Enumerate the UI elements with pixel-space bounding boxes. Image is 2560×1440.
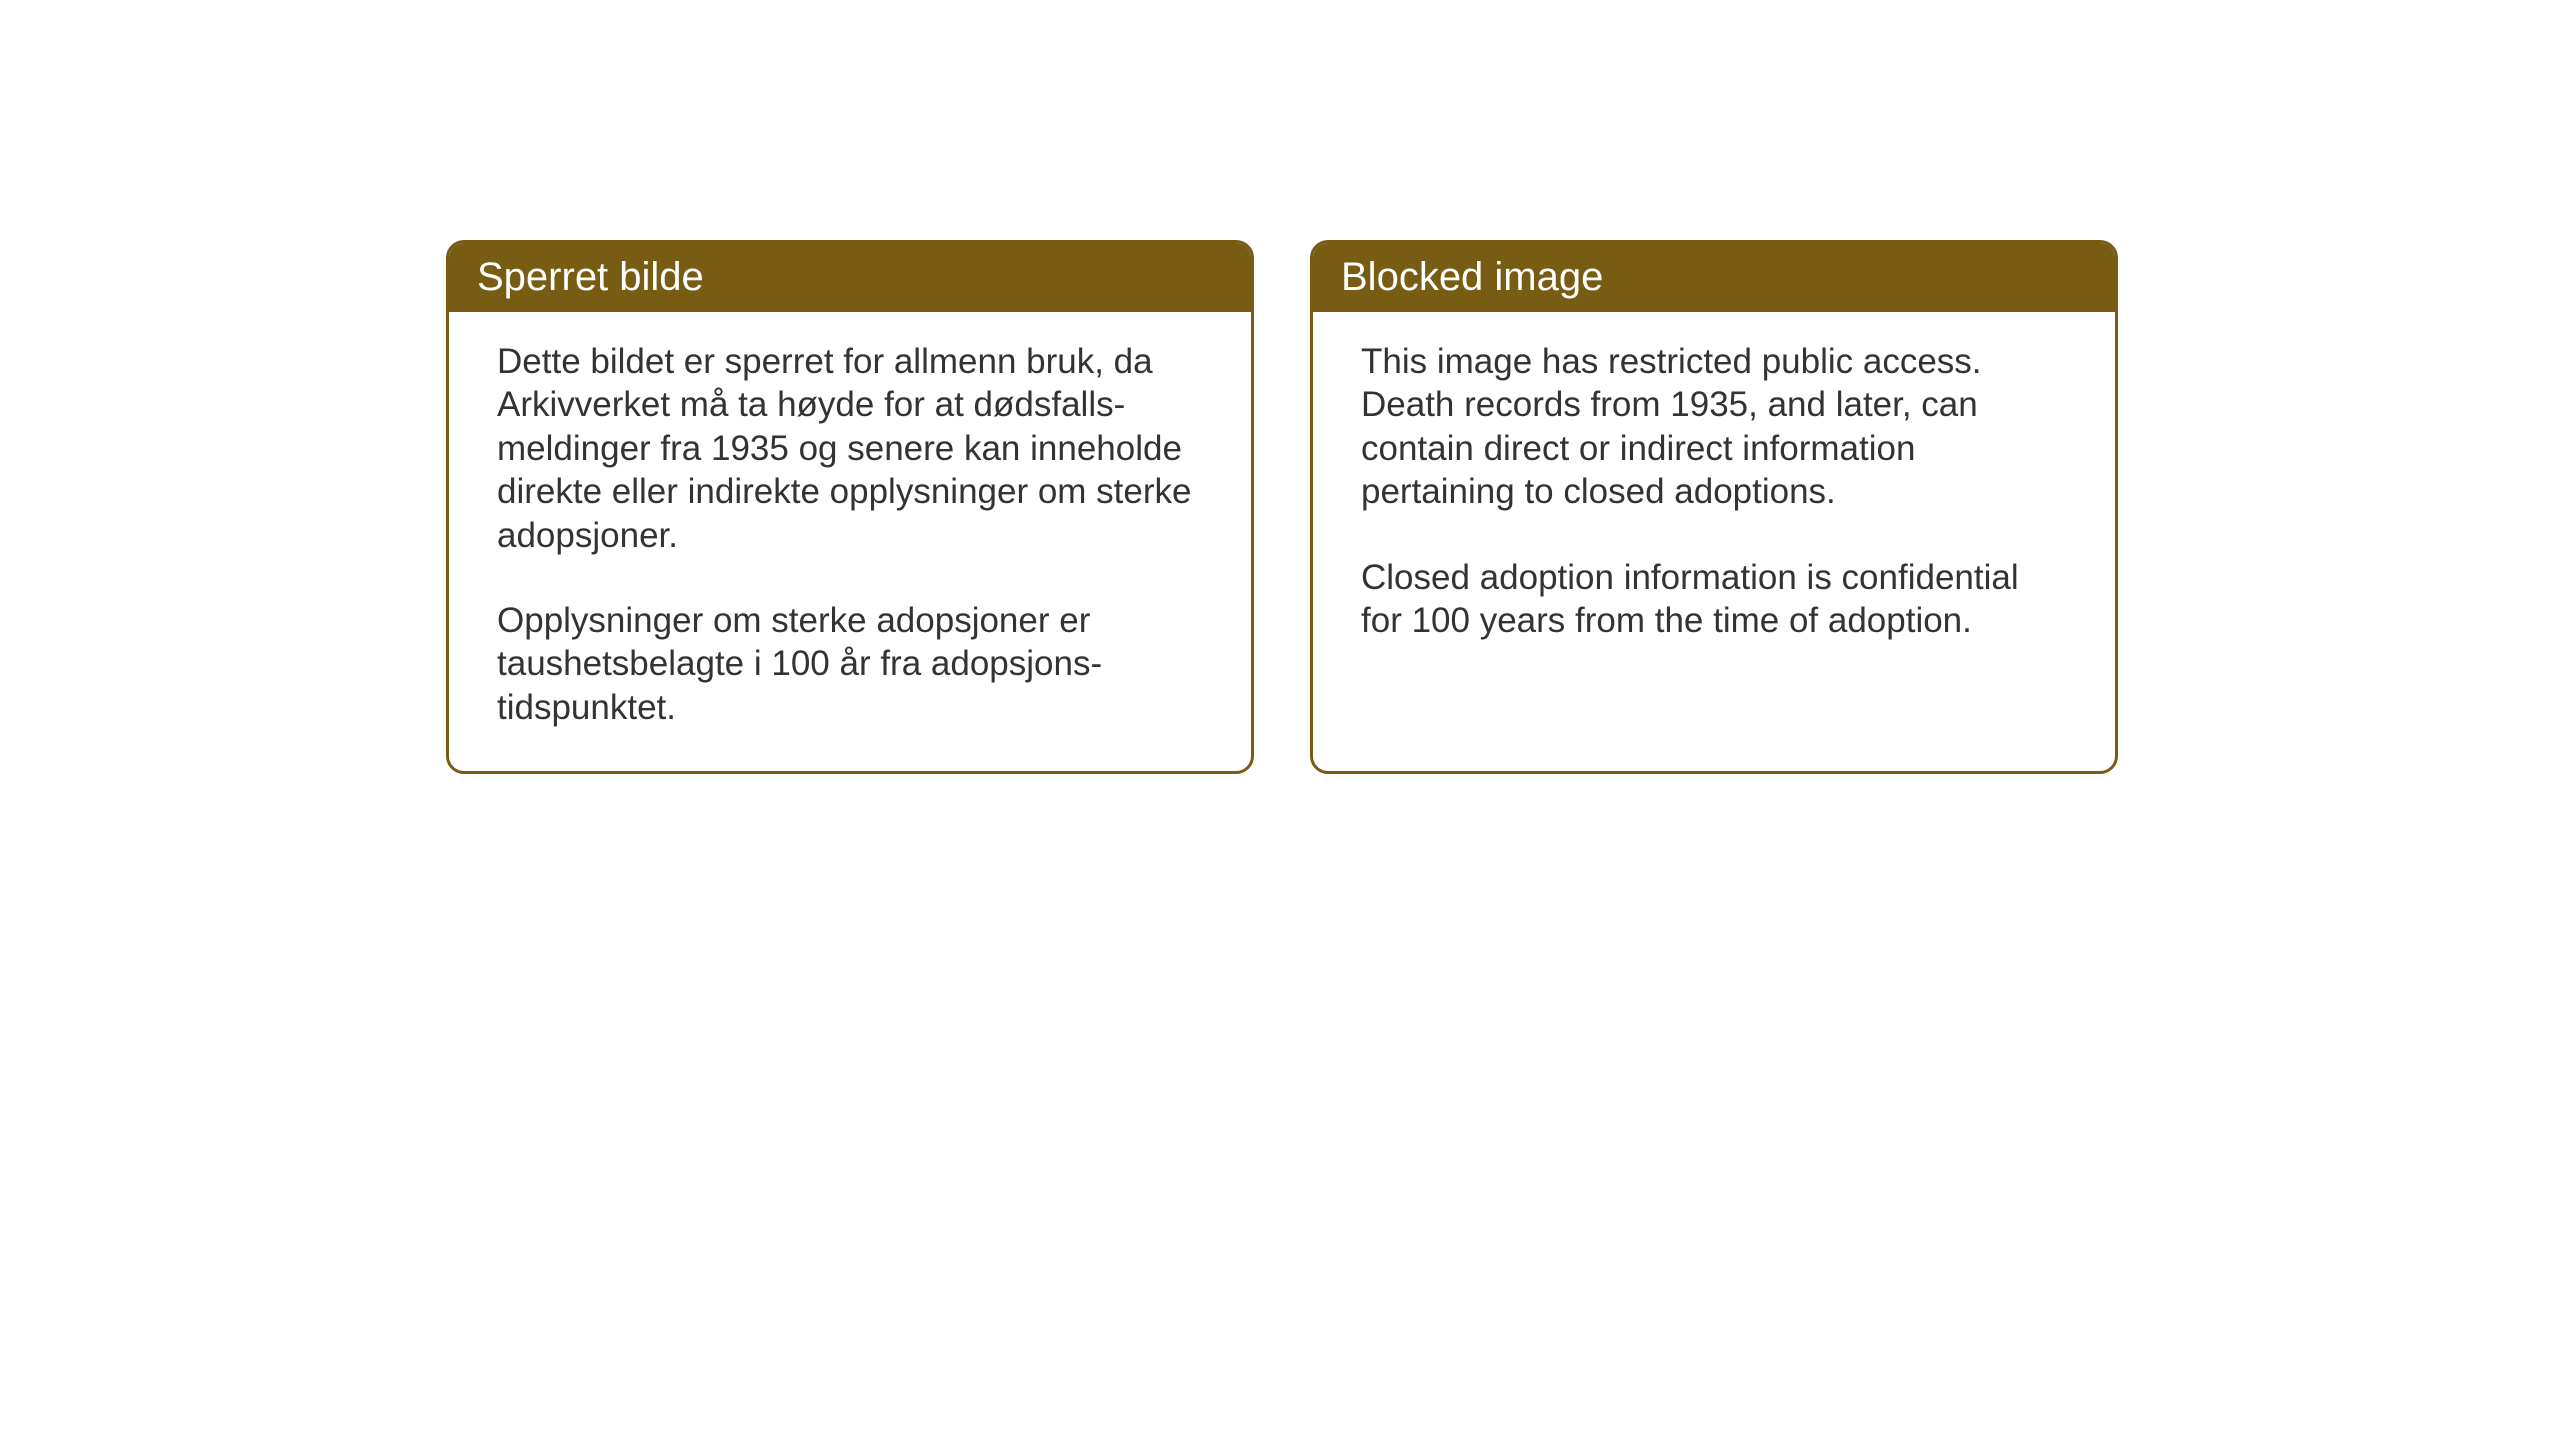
english-paragraph-2: Closed adoption information is confident… xyxy=(1361,556,2067,643)
norwegian-card-title: Sperret bilde xyxy=(449,243,1251,312)
norwegian-paragraph-2: Opplysninger om sterke adopsjoner er tau… xyxy=(497,599,1203,729)
norwegian-card-body: Dette bildet er sperret for allmenn bruk… xyxy=(449,312,1251,771)
english-card-title: Blocked image xyxy=(1313,243,2115,312)
notice-container: Sperret bilde Dette bildet er sperret fo… xyxy=(446,240,2118,774)
norwegian-notice-card: Sperret bilde Dette bildet er sperret fo… xyxy=(446,240,1254,774)
norwegian-paragraph-1: Dette bildet er sperret for allmenn bruk… xyxy=(497,340,1203,557)
english-paragraph-1: This image has restricted public access.… xyxy=(1361,340,2067,514)
english-notice-card: Blocked image This image has restricted … xyxy=(1310,240,2118,774)
english-card-body: This image has restricted public access.… xyxy=(1313,312,2115,684)
